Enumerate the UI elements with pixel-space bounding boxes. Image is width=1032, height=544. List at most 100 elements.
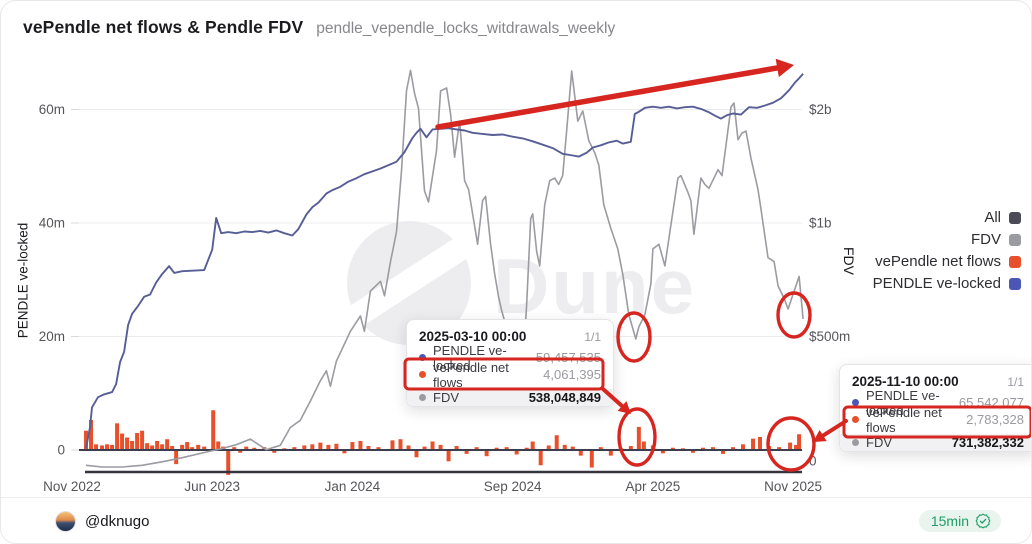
legend-label: PENDLE ve-locked	[872, 275, 1001, 292]
series-dot-icon	[419, 354, 426, 361]
left-tick-label: 20m	[39, 329, 65, 344]
tooltip-2025-03-10: 2025-03-10 00:00 1/1 PENDLE ve-locked 59,…	[406, 319, 614, 407]
legend-swatch	[1009, 211, 1021, 224]
net-flow-bar	[390, 440, 395, 450]
net-flow-bar	[155, 440, 160, 450]
net-flow-bar	[474, 447, 479, 450]
legend-item-pendle-ve-locked[interactable]: PENDLE ve-locked	[873, 275, 1021, 292]
net-flow-bar	[110, 444, 115, 450]
net-flow-bar	[446, 450, 451, 462]
net-flow-bar	[578, 450, 583, 456]
left-tick-label: 60m	[39, 102, 65, 117]
net-flow-bar	[216, 441, 221, 450]
author-handle[interactable]: @dknugo	[85, 512, 150, 530]
tooltip-row-value: 65,542,077	[958, 395, 1024, 410]
net-flow-bar	[358, 440, 363, 450]
footer-divider	[1, 497, 1031, 498]
net-flow-bar	[608, 450, 613, 456]
net-flow-bar	[598, 447, 603, 450]
x-tick-label: Jan 2024	[325, 479, 381, 494]
x-tick-label: Nov 2025	[764, 479, 822, 494]
net-flow-bar	[366, 446, 371, 450]
tooltip-row-value: 59,457,535	[535, 350, 601, 365]
right-tick-label: $500m	[809, 329, 850, 344]
net-flow-bar	[636, 426, 641, 450]
chart-title: vePendle net flows & Pendle FDV	[23, 17, 304, 37]
series-dot-icon	[852, 416, 859, 423]
net-flow-bar	[120, 433, 125, 450]
legend-item-vependle-net-flows[interactable]: vePendle net flows	[875, 253, 1021, 270]
net-flow-bar	[115, 423, 120, 450]
legend-item-all[interactable]: All	[984, 209, 1021, 226]
tooltip-row-value: 2,783,328	[966, 412, 1024, 427]
left-axis-ticks: 0 20m 40m 60m	[39, 102, 79, 458]
net-flow-bar	[150, 445, 155, 450]
net-flow-bar	[589, 450, 594, 468]
series-dot-icon	[852, 399, 859, 406]
legend-swatch	[1009, 277, 1021, 290]
net-flow-bar	[185, 442, 190, 450]
net-flow-bar	[788, 442, 793, 450]
x-axis-ticks: Nov 2022 Jun 2023 Jan 2024 Sep 2024 Apr 2025…	[43, 479, 822, 494]
net-flow-bar	[570, 446, 575, 450]
query-name-link[interactable]: pendle_vependle_locks_witdrawals_weekly	[316, 20, 616, 37]
tooltip-row-value: 731,382,332	[951, 434, 1024, 450]
legend-item-fdv[interactable]: FDV	[971, 231, 1021, 248]
net-flow-bar	[135, 432, 140, 450]
legend-label: vePendle net flows	[875, 253, 1001, 270]
net-flow-bar	[376, 447, 381, 450]
legend: All FDV vePendle net flows PENDLE ve-locked	[873, 209, 1021, 292]
tooltip-row-label: FDV	[433, 389, 459, 405]
net-flow-bar	[414, 450, 419, 458]
net-flow-bar	[797, 434, 802, 450]
net-flow-bar	[84, 430, 89, 450]
net-flow-bar	[350, 442, 355, 450]
net-flow-bar	[238, 450, 243, 453]
net-flow-bar	[504, 447, 509, 450]
net-flow-bar	[484, 450, 489, 457]
net-flow-bar	[546, 445, 551, 450]
x-tick-label: Nov 2022	[43, 479, 101, 494]
net-flow-bar	[524, 447, 529, 450]
tooltip-row-fdv: FDV 731,382,332	[840, 434, 1031, 451]
net-flow-bar	[145, 443, 150, 450]
tooltip-date: 2025-03-10 00:00	[419, 329, 527, 344]
tooltip-row-label: FDV	[866, 434, 892, 450]
author-avatar[interactable]	[55, 510, 76, 532]
net-flow-bar	[690, 450, 695, 453]
net-flow-bar	[398, 439, 403, 450]
right-tick-label: 0	[809, 454, 817, 469]
left-tick-label: 40m	[39, 216, 65, 231]
net-flow-bar	[94, 444, 99, 450]
net-flow-bar	[326, 444, 331, 450]
net-flow-bar	[272, 450, 277, 453]
net-flow-bar	[202, 446, 207, 450]
net-flow-bar	[89, 419, 94, 450]
net-flows-bars	[84, 410, 802, 475]
tooltip-row-value: 538,048,849	[528, 389, 601, 405]
net-flow-bar	[302, 445, 307, 450]
net-flow-bar	[211, 410, 216, 450]
chart-header: vePendle net flows & Pendle FDV pendle_v…	[23, 17, 615, 38]
net-flow-bar	[430, 441, 435, 450]
net-flow-bar	[190, 447, 195, 450]
net-flow-bar	[538, 450, 543, 466]
net-flow-bar	[641, 441, 646, 450]
footer: @dknugo 15min	[1, 498, 1031, 543]
net-flow-bar	[494, 447, 499, 450]
refresh-badge[interactable]: 15min	[918, 510, 1001, 532]
net-flow-bar	[660, 450, 665, 454]
net-flow-bar	[318, 442, 323, 450]
net-flow-bar	[196, 444, 201, 450]
net-flow-bar	[758, 436, 763, 450]
net-flow-bar	[130, 440, 135, 450]
x-tick-label: Jun 2023	[184, 479, 240, 494]
tooltip-row-label: vePendle net flows	[433, 359, 509, 390]
net-flow-bar	[710, 447, 715, 450]
right-tick-label: $2b	[809, 102, 832, 117]
net-flow-bar	[140, 430, 145, 450]
net-flow-bar	[438, 444, 443, 450]
tooltip-row-value: 4,061,395	[543, 367, 601, 382]
left-axis-title: PENDLE ve-locked	[15, 222, 31, 339]
net-flow-bar	[125, 437, 130, 450]
